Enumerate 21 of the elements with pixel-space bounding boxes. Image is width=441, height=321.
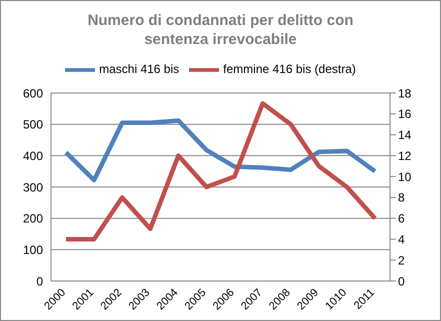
legend-label: femmine 416 bis (destra) <box>223 62 356 76</box>
y2-tick-label: 18 <box>398 86 412 100</box>
y2-tick-label: 8 <box>398 190 405 205</box>
y-tick-label: 400 <box>22 148 44 163</box>
y2-tick-label: 10 <box>398 170 412 184</box>
y-tick-label: 200 <box>22 212 44 226</box>
y-tick-label: 0 <box>36 274 44 288</box>
y-tick-label: 100 <box>22 242 44 257</box>
y2-tick-label: 4 <box>398 232 405 246</box>
y2-tick-label: 2 <box>398 253 405 268</box>
y2-tick-label: 12 <box>398 148 412 163</box>
y-tick-label: 300 <box>22 180 44 194</box>
y2-tick-label: 6 <box>398 212 405 226</box>
y2-tick-label: 0 <box>398 274 405 288</box>
y-tick-label: 600 <box>22 86 44 100</box>
y2-tick-label: 16 <box>398 107 412 122</box>
chart-title: Numero di condannati per delitto con sentenza irrevocabile <box>86 11 354 49</box>
line-series <box>64 118 378 182</box>
y-tick-label: 500 <box>22 118 44 132</box>
y2-tick-label: 14 <box>398 128 412 142</box>
legend-label: maschi 416 bis <box>99 62 180 76</box>
